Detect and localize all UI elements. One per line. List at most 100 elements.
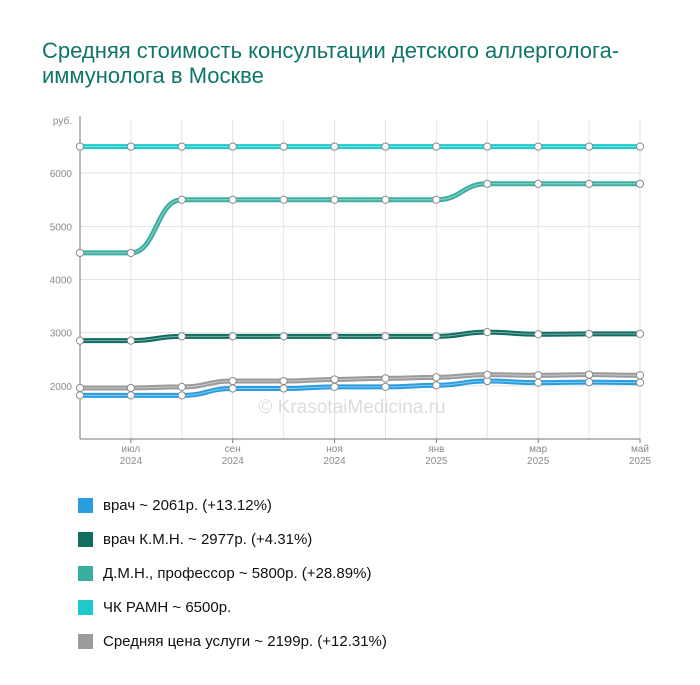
data-point — [126, 142, 136, 151]
data-point — [584, 179, 594, 188]
data-point — [534, 330, 543, 339]
data-point — [75, 336, 85, 345]
data-point — [126, 391, 136, 400]
data-point — [584, 370, 594, 379]
data-point — [126, 383, 136, 393]
legend-label: Д.М.Н., профессор ~ 5800р. (+28.89%) — [103, 564, 372, 582]
data-point — [126, 336, 136, 345]
data-point — [432, 373, 441, 382]
series-line-highlight — [80, 374, 641, 389]
data-point — [75, 383, 85, 393]
data-point — [432, 142, 441, 151]
data-point — [228, 376, 237, 386]
data-point — [483, 142, 492, 151]
data-point — [381, 142, 390, 151]
x-tick-label-year: 2024 — [323, 456, 346, 467]
legend-item: Д.М.Н., профессор ~ 5800р. (+28.89%) — [78, 556, 387, 590]
y-tick-label: 4000 — [50, 276, 73, 287]
x-tick-label-month: янв — [428, 444, 444, 455]
series-line — [77, 378, 643, 398]
data-point — [279, 384, 288, 393]
x-tick-label-year: 2024 — [120, 456, 143, 467]
x-tick-label-month: мар — [529, 444, 547, 455]
data-point — [330, 382, 339, 391]
data-point — [330, 195, 339, 204]
data-point — [279, 332, 288, 341]
data-point — [330, 375, 339, 384]
series-line-highlight — [80, 380, 641, 396]
data-point — [126, 248, 136, 258]
legend-label: ЧК РАМН ~ 6500р. — [103, 598, 232, 616]
x-tick-label-year: 2025 — [425, 456, 448, 467]
data-point — [381, 195, 390, 204]
data-point — [432, 332, 441, 341]
legend-item: ЧК РАМН ~ 6500р. — [78, 590, 387, 624]
data-point — [432, 195, 441, 204]
data-point — [177, 142, 186, 151]
data-point — [381, 332, 390, 341]
data-point — [228, 142, 237, 151]
data-point — [584, 329, 594, 338]
chart-title: Средняя стоимость консультации детского … — [42, 38, 620, 88]
legend-swatch — [78, 531, 93, 547]
y-axis-unit-label: руб. — [53, 115, 72, 127]
legend-label: врач К.М.Н. ~ 2977р. (+4.31%) — [103, 530, 313, 548]
legend-swatch — [78, 497, 93, 513]
data-point — [228, 384, 237, 393]
data-point — [381, 374, 390, 383]
legend-swatch — [78, 633, 93, 649]
y-tick-label: 2000 — [50, 382, 73, 393]
watermark: © KrasotaiMedicina.ru — [258, 397, 445, 418]
y-tick-label: 6000 — [50, 169, 73, 180]
data-point — [483, 328, 492, 337]
y-tick-label: 5000 — [50, 222, 73, 233]
x-tick-label-month: июл — [122, 444, 141, 455]
legend-item: врач ~ 2061р. (+13.12%) — [78, 488, 387, 522]
data-point — [75, 142, 85, 151]
data-point — [534, 378, 543, 387]
legend-item: врач К.М.Н. ~ 2977р. (+4.31%) — [78, 522, 387, 556]
legend-swatch — [78, 599, 93, 615]
x-tick-label-year: 2025 — [527, 456, 550, 467]
legend-swatch — [78, 565, 93, 581]
data-point — [279, 142, 288, 151]
data-point — [177, 391, 186, 400]
data-point — [635, 142, 645, 151]
data-point — [330, 142, 339, 151]
x-tick-label-month: ноя — [326, 444, 343, 455]
data-point — [75, 248, 85, 258]
data-point — [177, 382, 186, 391]
data-point — [483, 370, 492, 379]
y-tick-label: 3000 — [50, 329, 73, 340]
legend-label: врач ~ 2061р. (+13.12%) — [103, 496, 272, 514]
data-point — [228, 195, 237, 204]
legend-label: Средняя цена услуги ~ 2199р. (+12.31%) — [103, 632, 387, 650]
series-line-highlight — [80, 183, 640, 254]
legend-item: Средняя цена услуги ~ 2199р. (+12.31%) — [78, 624, 387, 658]
data-point — [330, 332, 339, 341]
series-line — [77, 329, 643, 344]
data-point — [381, 382, 390, 391]
data-point — [584, 142, 594, 151]
data-point — [635, 329, 645, 338]
data-point — [584, 378, 594, 387]
data-point — [635, 179, 645, 188]
data-point — [75, 391, 85, 400]
data-point — [483, 179, 492, 188]
data-point — [228, 332, 237, 341]
series-line — [77, 372, 643, 391]
data-point — [534, 142, 543, 151]
data-point — [279, 376, 288, 386]
data-point — [534, 179, 543, 188]
x-tick-label-year: 2025 — [629, 456, 652, 467]
data-point — [432, 381, 441, 390]
chart-legend: врач ~ 2061р. (+13.12%) врач К.М.Н. ~ 297… — [78, 488, 387, 658]
data-point — [635, 371, 645, 380]
data-point — [534, 371, 543, 380]
data-point — [177, 195, 186, 204]
series-line-highlight — [79, 331, 640, 342]
x-tick-label-month: май — [631, 444, 649, 455]
series-line — [77, 181, 643, 256]
x-tick-label-year: 2024 — [222, 456, 245, 467]
